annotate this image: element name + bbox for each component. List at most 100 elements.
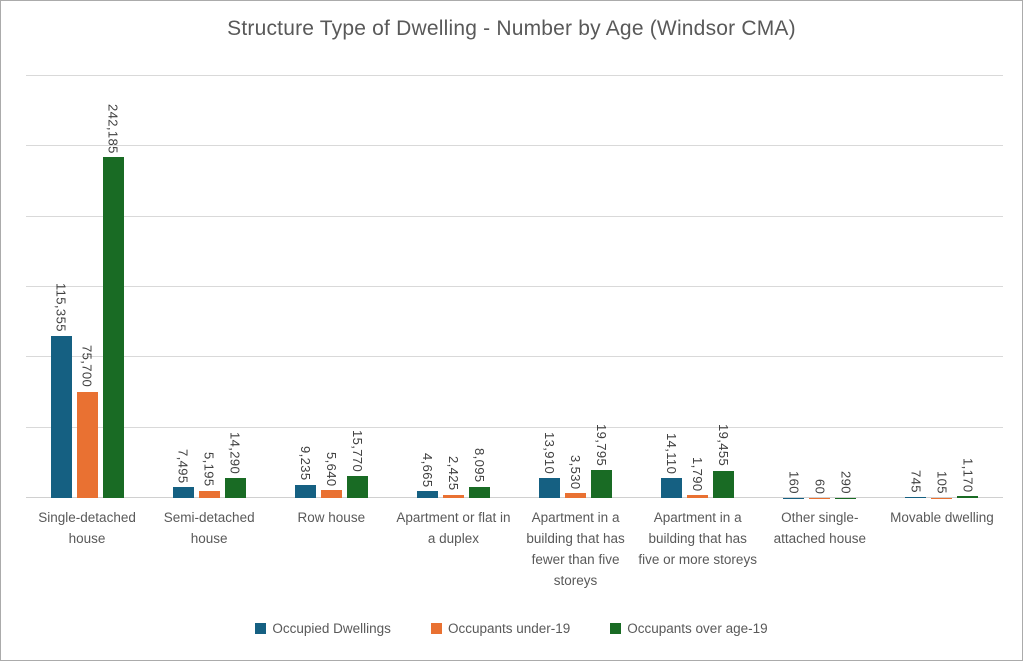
- bar-occupants-under-19: [565, 493, 587, 498]
- bar-value-label: 5,195: [201, 452, 217, 487]
- category-label: Row house: [297, 510, 366, 525]
- bar-occupants-over-age-19: [957, 496, 979, 498]
- bar-value-label: 242,185: [105, 103, 121, 154]
- bar-group: 4,665 2,425 8,095: [392, 76, 514, 498]
- bar-occupants-under-19: [442, 494, 464, 498]
- bar-occupied-dwellings: [416, 491, 438, 498]
- bar-value-label: 290: [838, 470, 854, 494]
- legend-swatch-icon: [255, 623, 267, 634]
- bar-occupants-under-19: [320, 490, 342, 498]
- bar-column: 5,640: [320, 76, 342, 498]
- bar-column: 9,235: [294, 76, 316, 498]
- bar-value-label: 14,110: [664, 432, 680, 475]
- legend-swatch-icon: [610, 623, 622, 634]
- bar-occupants-under-19: [76, 391, 98, 498]
- bar-value-label: 2,425: [445, 456, 461, 491]
- bar-column: 105: [931, 76, 953, 498]
- bar-column: 3,530: [565, 76, 587, 498]
- legend-item: Occupants over age-19: [610, 621, 768, 636]
- bar-group: 745 105 1,170: [881, 76, 1003, 498]
- bar-value-label: 19,795: [594, 423, 610, 467]
- legend-label: Occupants over age-19: [627, 621, 768, 636]
- bar-column: 19,795: [591, 76, 613, 498]
- bar-column: 4,665: [416, 76, 438, 498]
- bar-occupants-under-19: [198, 490, 220, 498]
- bar-column: 13,910: [539, 76, 561, 498]
- bar-occupants-over-age-19: [102, 157, 124, 498]
- bar-column: 1,790: [687, 76, 709, 498]
- bar-column: 75,700: [76, 76, 98, 498]
- gridline: [26, 356, 1003, 358]
- bar-group: 9,235 5,640 15,770: [270, 76, 392, 498]
- category-label: Semi-detached house: [163, 510, 255, 546]
- bar-value-label: 105: [934, 470, 950, 494]
- x-axis-line: [26, 497, 1003, 498]
- bar-column: 160: [783, 76, 805, 498]
- bar-value-label: 7,495: [175, 448, 191, 484]
- bar-value-label: 160: [786, 470, 802, 494]
- bar-column: 14,110: [661, 76, 683, 498]
- legend-label: Occupied Dwellings: [272, 621, 391, 636]
- bar-value-label: 3,530: [568, 454, 584, 490]
- bar-value-label: 5,640: [323, 451, 339, 487]
- category-label: Other single-attached house: [773, 510, 866, 546]
- bar-column: 5,195: [198, 76, 220, 498]
- bar-value-label: 8,095: [471, 448, 487, 483]
- bar-column: 15,770: [346, 76, 368, 498]
- category-label: Apartment or flat in a duplex: [396, 510, 511, 546]
- bar-occupants-over-age-19: [713, 470, 735, 498]
- bar-column: 2,425: [442, 76, 464, 498]
- legend-label: Occupants under-19: [447, 621, 571, 636]
- bar-occupied-dwellings: [172, 487, 194, 498]
- plot-area: 115,355 75,700 242,185 7,495 5,195 14,290 9,23…: [26, 75, 1003, 498]
- category-axis: Single-detached house Semi-detached house…: [26, 507, 1003, 607]
- bar-value-label: 1,170: [960, 457, 976, 493]
- bar-column: 60: [809, 76, 831, 498]
- gridline: [26, 426, 1003, 428]
- bar-column: 14,290: [224, 76, 246, 498]
- category-label: Apartment in a building that has fewer t…: [526, 510, 625, 588]
- bar-value-label: 19,455: [716, 424, 732, 467]
- legend-item: Occupants under-19: [430, 621, 571, 636]
- bar-value-label: 115,355: [53, 282, 69, 332]
- gridline: [26, 286, 1003, 287]
- bar-group: 7,495 5,195 14,290: [148, 76, 270, 498]
- category-label: Movable dwelling: [890, 510, 994, 525]
- bar-group: 160 60 290: [759, 76, 881, 498]
- bar-value-label: 1,790: [690, 456, 706, 492]
- bar-occupants-over-age-19: [591, 470, 613, 498]
- bar-occupied-dwellings: [905, 496, 927, 498]
- bar-column: 290: [835, 76, 857, 498]
- bar-group: 14,110 1,790 19,455: [637, 76, 759, 498]
- bar-group: 13,910 3,530 19,795: [515, 76, 637, 498]
- bar-value-label: 745: [908, 470, 924, 493]
- legend-item: Occupied Dwellings: [255, 621, 391, 636]
- category-label: Apartment in a building that has five or…: [638, 510, 757, 567]
- bar-value-label: 60: [812, 478, 828, 494]
- bar-occupied-dwellings: [294, 485, 316, 498]
- bar-occupied-dwellings: [50, 335, 72, 498]
- bar-occupied-dwellings: [539, 478, 561, 498]
- bar-column: 7,495: [172, 76, 194, 498]
- gridline: [26, 215, 1003, 217]
- legend: Occupied Dwellings Occupants under-19 Occu…: [1, 621, 1022, 636]
- bar-column: 745: [905, 76, 927, 498]
- bar-column: 1,170: [957, 76, 979, 498]
- bar-value-label: 14,290: [227, 431, 243, 474]
- bar-occupants-over-age-19: [346, 475, 368, 498]
- bar-column: 115,355: [50, 76, 72, 498]
- bar-column: 242,185: [102, 76, 124, 498]
- bar-value-label: 9,235: [297, 446, 313, 482]
- bar-value-label: 4,665: [419, 452, 435, 488]
- chart-title: Structure Type of Dwelling - Number by A…: [227, 17, 796, 40]
- bar-value-label: 15,770: [349, 429, 365, 472]
- bar-occupants-over-age-19: [468, 486, 490, 498]
- bar-value-label: 75,700: [79, 345, 95, 388]
- bar-occupants-over-age-19: [224, 477, 246, 498]
- legend-swatch-icon: [430, 623, 442, 634]
- category-label: Single-detached house: [38, 510, 136, 546]
- bar-value-label: 13,910: [542, 432, 558, 475]
- bar-column: 19,455: [713, 76, 735, 498]
- bar-occupants-under-19: [687, 495, 709, 498]
